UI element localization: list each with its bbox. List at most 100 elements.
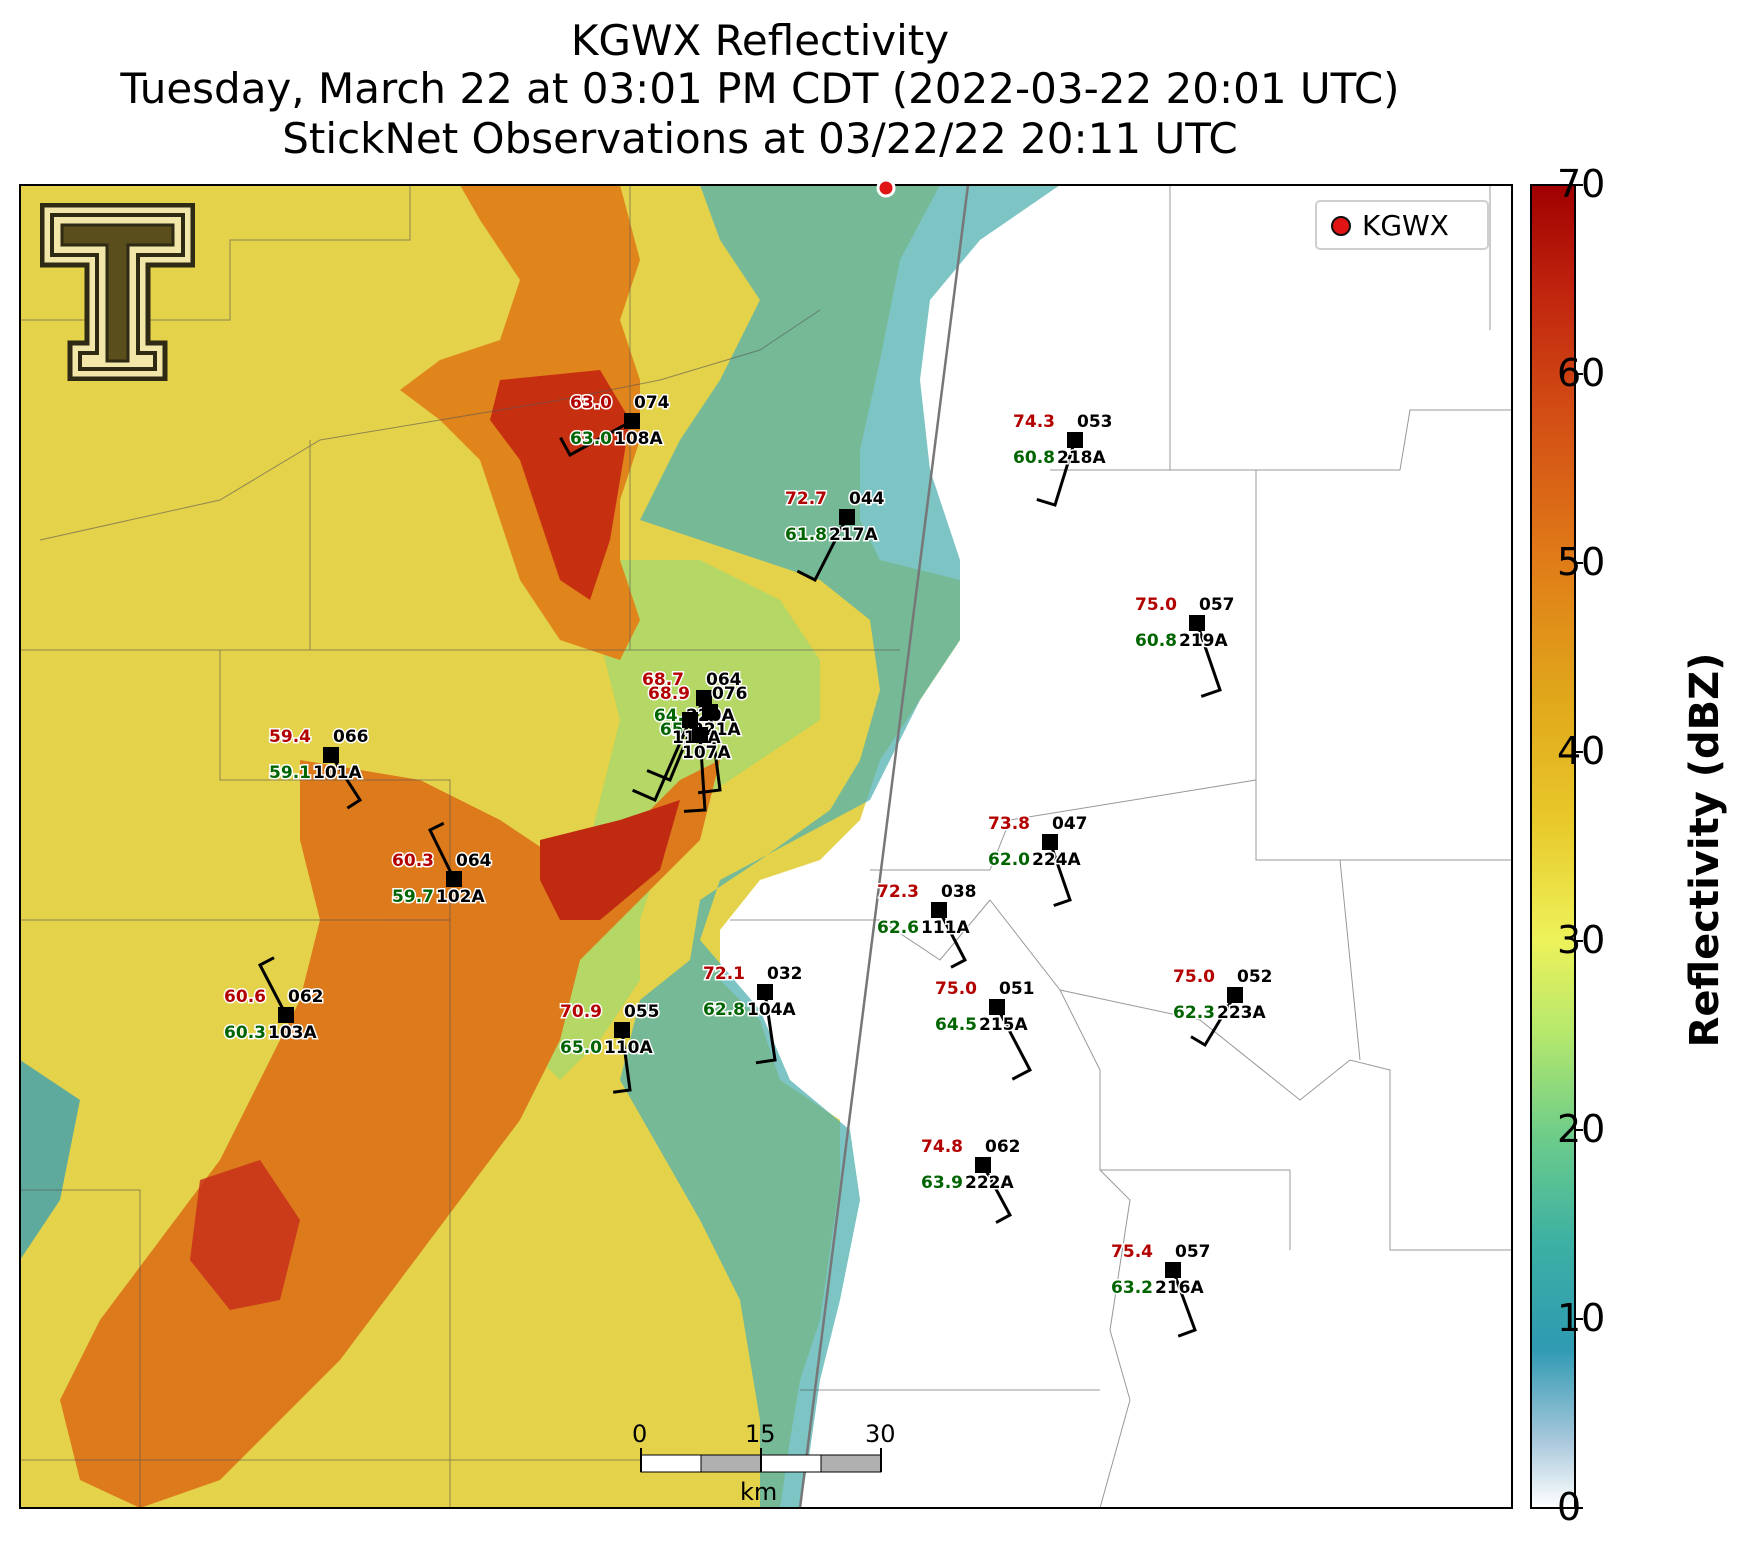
station-wind-dir: 076	[712, 684, 748, 704]
station-218A: 74.3 053 60.8 218A	[1012, 411, 1114, 507]
colorbar-tick-20: 20	[1557, 1107, 1606, 1151]
reflectivity-orange-band-south	[60, 760, 720, 1508]
radar-site-marker-icon	[1331, 216, 1351, 236]
station-wind-dir: 066	[333, 727, 369, 747]
station-dewpoint: 62.0	[988, 850, 1030, 870]
station-marker	[696, 690, 712, 706]
station-wind-dir: 053	[1077, 412, 1113, 432]
station-223A: 75.0 052 62.3 223A	[1172, 966, 1274, 1048]
colorbar-tick-0: 0	[1557, 1485, 1582, 1529]
station-wind-dir: 062	[985, 1137, 1021, 1157]
station-temp: 60.3	[392, 851, 434, 871]
station-id: 218A	[1057, 448, 1106, 468]
station-temp: 73.8	[988, 814, 1030, 834]
reflectivity-blue-fringe	[620, 185, 1060, 1508]
station-marker	[975, 1157, 991, 1173]
station-marker	[757, 984, 773, 1000]
station-dewpoint: 60.8	[1135, 631, 1177, 651]
station-wind-dir: 057	[1199, 595, 1235, 615]
station-temp: 60.6	[224, 987, 266, 1007]
station-110A: 70.9 055 65.0 110A	[559, 1001, 661, 1094]
scale-tick-15: 15	[745, 1420, 776, 1448]
colorbar-label: Reflectivity (dBZ)	[1682, 652, 1728, 1048]
station-dewpoint: 60.3	[224, 1023, 266, 1043]
station-104A: 72.1 032 62.8 104A	[702, 963, 804, 1065]
station-id: 107A	[682, 743, 731, 763]
wind-barb	[1036, 439, 1077, 507]
station-wind-dir: 064	[456, 851, 492, 871]
station-temp: 68.9	[648, 684, 690, 704]
station-temp: 63.0	[570, 393, 612, 413]
colorbar-tick-70: 70	[1557, 162, 1606, 206]
station-temp: 72.7	[785, 489, 827, 509]
station-id: 217A	[829, 525, 878, 545]
wind-barb	[1195, 622, 1222, 698]
scale-tick-0: 0	[632, 1420, 648, 1448]
station-id: 224A	[1032, 850, 1081, 870]
title-line-2: Tuesday, March 22 at 03:01 PM CDT (2022-…	[120, 64, 1400, 113]
station-temp: 74.8	[921, 1137, 963, 1157]
wind-barb	[796, 516, 849, 583]
title-line-1: KGWX Reflectivity	[570, 16, 950, 65]
colorbar-tick-30: 30	[1557, 918, 1606, 962]
wind-barb	[559, 419, 633, 458]
station-dewpoint: 59.7	[392, 887, 434, 907]
station-dewpoint: 63.0	[570, 429, 612, 449]
reflectivity-teal-southwest	[20, 1060, 80, 1260]
station-111A: 72.3 038 62.6 111A	[876, 881, 978, 969]
station-wind-dir: 074	[634, 393, 670, 413]
station-217A: 72.7 044 61.8 217A	[784, 488, 886, 583]
scale-tick-30: 30	[865, 1420, 896, 1448]
station-108A: 63.0 074 63.0 108A	[559, 392, 671, 458]
station-dewpoint: 63.9	[921, 1173, 963, 1193]
station-dewpoint: 64.	[654, 706, 684, 726]
station-marker	[839, 509, 855, 525]
station-219A: 75.0 057 60.8 219A	[1134, 594, 1236, 698]
station-wind-dir: 052	[1237, 967, 1273, 987]
station-temp: 75.0	[1173, 967, 1215, 987]
station-id: 219A	[1179, 631, 1228, 651]
station-marker	[278, 1007, 294, 1023]
station-dewpoint: 62.3	[1173, 1003, 1215, 1023]
station-id: 216A	[1155, 1278, 1204, 1298]
station-101A: 59.4 066 59.1 101A	[268, 726, 370, 810]
wind-barb	[683, 734, 707, 813]
wind-barb	[697, 711, 722, 795]
station-temp: 72.3	[877, 882, 919, 902]
station-marker	[989, 999, 1005, 1015]
station-marker	[702, 704, 718, 720]
station-id: 111A	[921, 918, 970, 938]
station-marker	[1165, 1262, 1181, 1278]
wind-barb	[427, 821, 456, 880]
station-id: 222A	[965, 1173, 1014, 1193]
wind-barb	[613, 1029, 632, 1094]
station-id: 103A	[268, 1023, 317, 1043]
station-wind-dir: 047	[1052, 814, 1088, 834]
title-line-3: StickNet Observations at 03/22/22 20:11 …	[282, 114, 1238, 163]
station-216A: 75.4 057 63.2 216A	[1110, 1241, 1212, 1338]
wind-barb	[755, 991, 777, 1065]
station-id: 101A	[313, 763, 362, 783]
scale-unit: km	[740, 1478, 778, 1506]
wind-barb	[995, 1006, 1033, 1081]
station-id: 108A	[614, 429, 663, 449]
station-107A: 107A	[681, 727, 733, 813]
wind-barb	[1190, 994, 1237, 1048]
station-marker	[931, 902, 947, 918]
station-temp: 74.3	[1013, 412, 1055, 432]
station-temp: 72.1	[703, 964, 745, 984]
wind-barb	[981, 1164, 1013, 1224]
station-marker	[614, 1022, 630, 1038]
reflectivity-red-core-southwest	[190, 1160, 300, 1310]
colorbar	[1530, 184, 1576, 1509]
station-dewpoint: 59.1	[269, 763, 311, 783]
station-marker	[1067, 432, 1083, 448]
wind-barb	[1048, 841, 1072, 908]
wind-barb	[631, 719, 692, 802]
wind-barb	[1171, 1269, 1197, 1338]
texas-tech-logo-icon	[39, 202, 196, 382]
sticknet-stations: 63.0 074 63.0 108A 72.7 044 61.8 217A 74.3 053 60.…	[223, 392, 1274, 1338]
station-marker	[692, 727, 708, 743]
colorbar-tick-10: 10	[1557, 1296, 1606, 1340]
